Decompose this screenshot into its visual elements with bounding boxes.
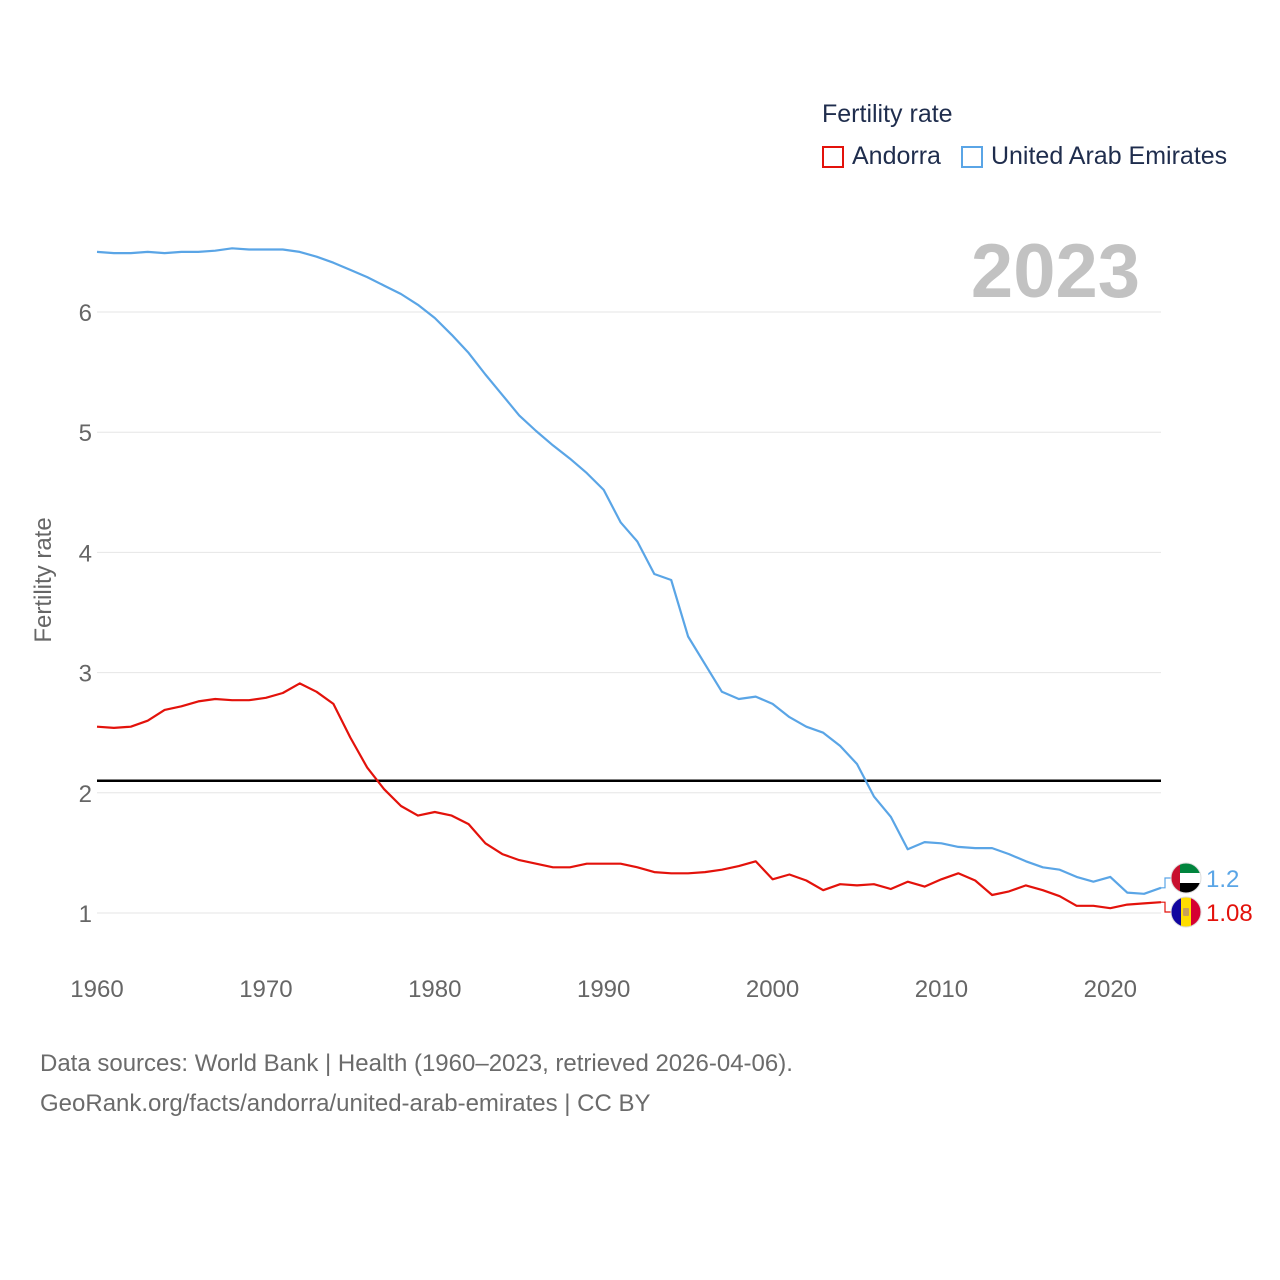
legend-title: Fertility rate [822, 100, 953, 128]
legend-label-andorra: Andorra [852, 142, 941, 170]
legend-label-uae: United Arab Emirates [990, 142, 1228, 170]
x-tick-label: 1990 [577, 976, 630, 1003]
x-tick-label: 1970 [239, 976, 292, 1003]
x-axis-ticks: 1960 1970 1980 1990 2000 2010 2020 [70, 976, 1137, 1003]
x-tick-label: 2020 [1084, 976, 1137, 1003]
series-line-uae[interactable] [96, 247, 1162, 895]
y-tick-label: 5 [79, 420, 92, 447]
uae-swatch [960, 145, 983, 168]
y-axis-ticks: 1 2 3 4 5 6 [79, 300, 92, 928]
end-connector [1161, 901, 1171, 913]
series-lines [96, 247, 1162, 910]
legend: Andorra United Arab Emirates [822, 142, 1247, 171]
end-value-label: 1.08 [1206, 900, 1253, 927]
data-sources: Data sources: World Bank | Health (1960–… [40, 1050, 793, 1077]
y-axis-label: Fertility rate [30, 517, 57, 642]
y-tick-label: 2 [79, 781, 92, 808]
end-value-label: 1.2 [1206, 866, 1239, 893]
gridlines [97, 311, 1161, 914]
legend-item-uae[interactable]: United Arab Emirates [960, 142, 1228, 171]
footer: Data sources: World Bank | Health (1960–… [40, 1044, 793, 1124]
x-tick-label: 2000 [746, 976, 799, 1003]
x-tick-label: 2010 [915, 976, 968, 1003]
series-line-andorra[interactable] [96, 682, 1162, 910]
legend-item-andorra[interactable]: Andorra [822, 142, 941, 171]
uae-flag-icon [1170, 862, 1202, 894]
x-tick-label: 1980 [408, 976, 461, 1003]
end-connector [1161, 877, 1171, 889]
y-tick-label: 6 [79, 300, 92, 327]
end-labels: 1.08 1.2 [1161, 862, 1253, 928]
y-tick-label: 4 [79, 540, 92, 567]
source-link[interactable]: GeoRank.org/facts/andorra/united-arab-em… [40, 1090, 651, 1117]
x-tick-label: 1960 [70, 976, 123, 1003]
y-tick-label: 3 [79, 661, 92, 688]
andorra-flag-icon [1170, 896, 1202, 928]
year-label: 2023 [970, 229, 1140, 314]
y-tick-label: 1 [79, 901, 92, 928]
andorra-swatch [822, 145, 844, 168]
